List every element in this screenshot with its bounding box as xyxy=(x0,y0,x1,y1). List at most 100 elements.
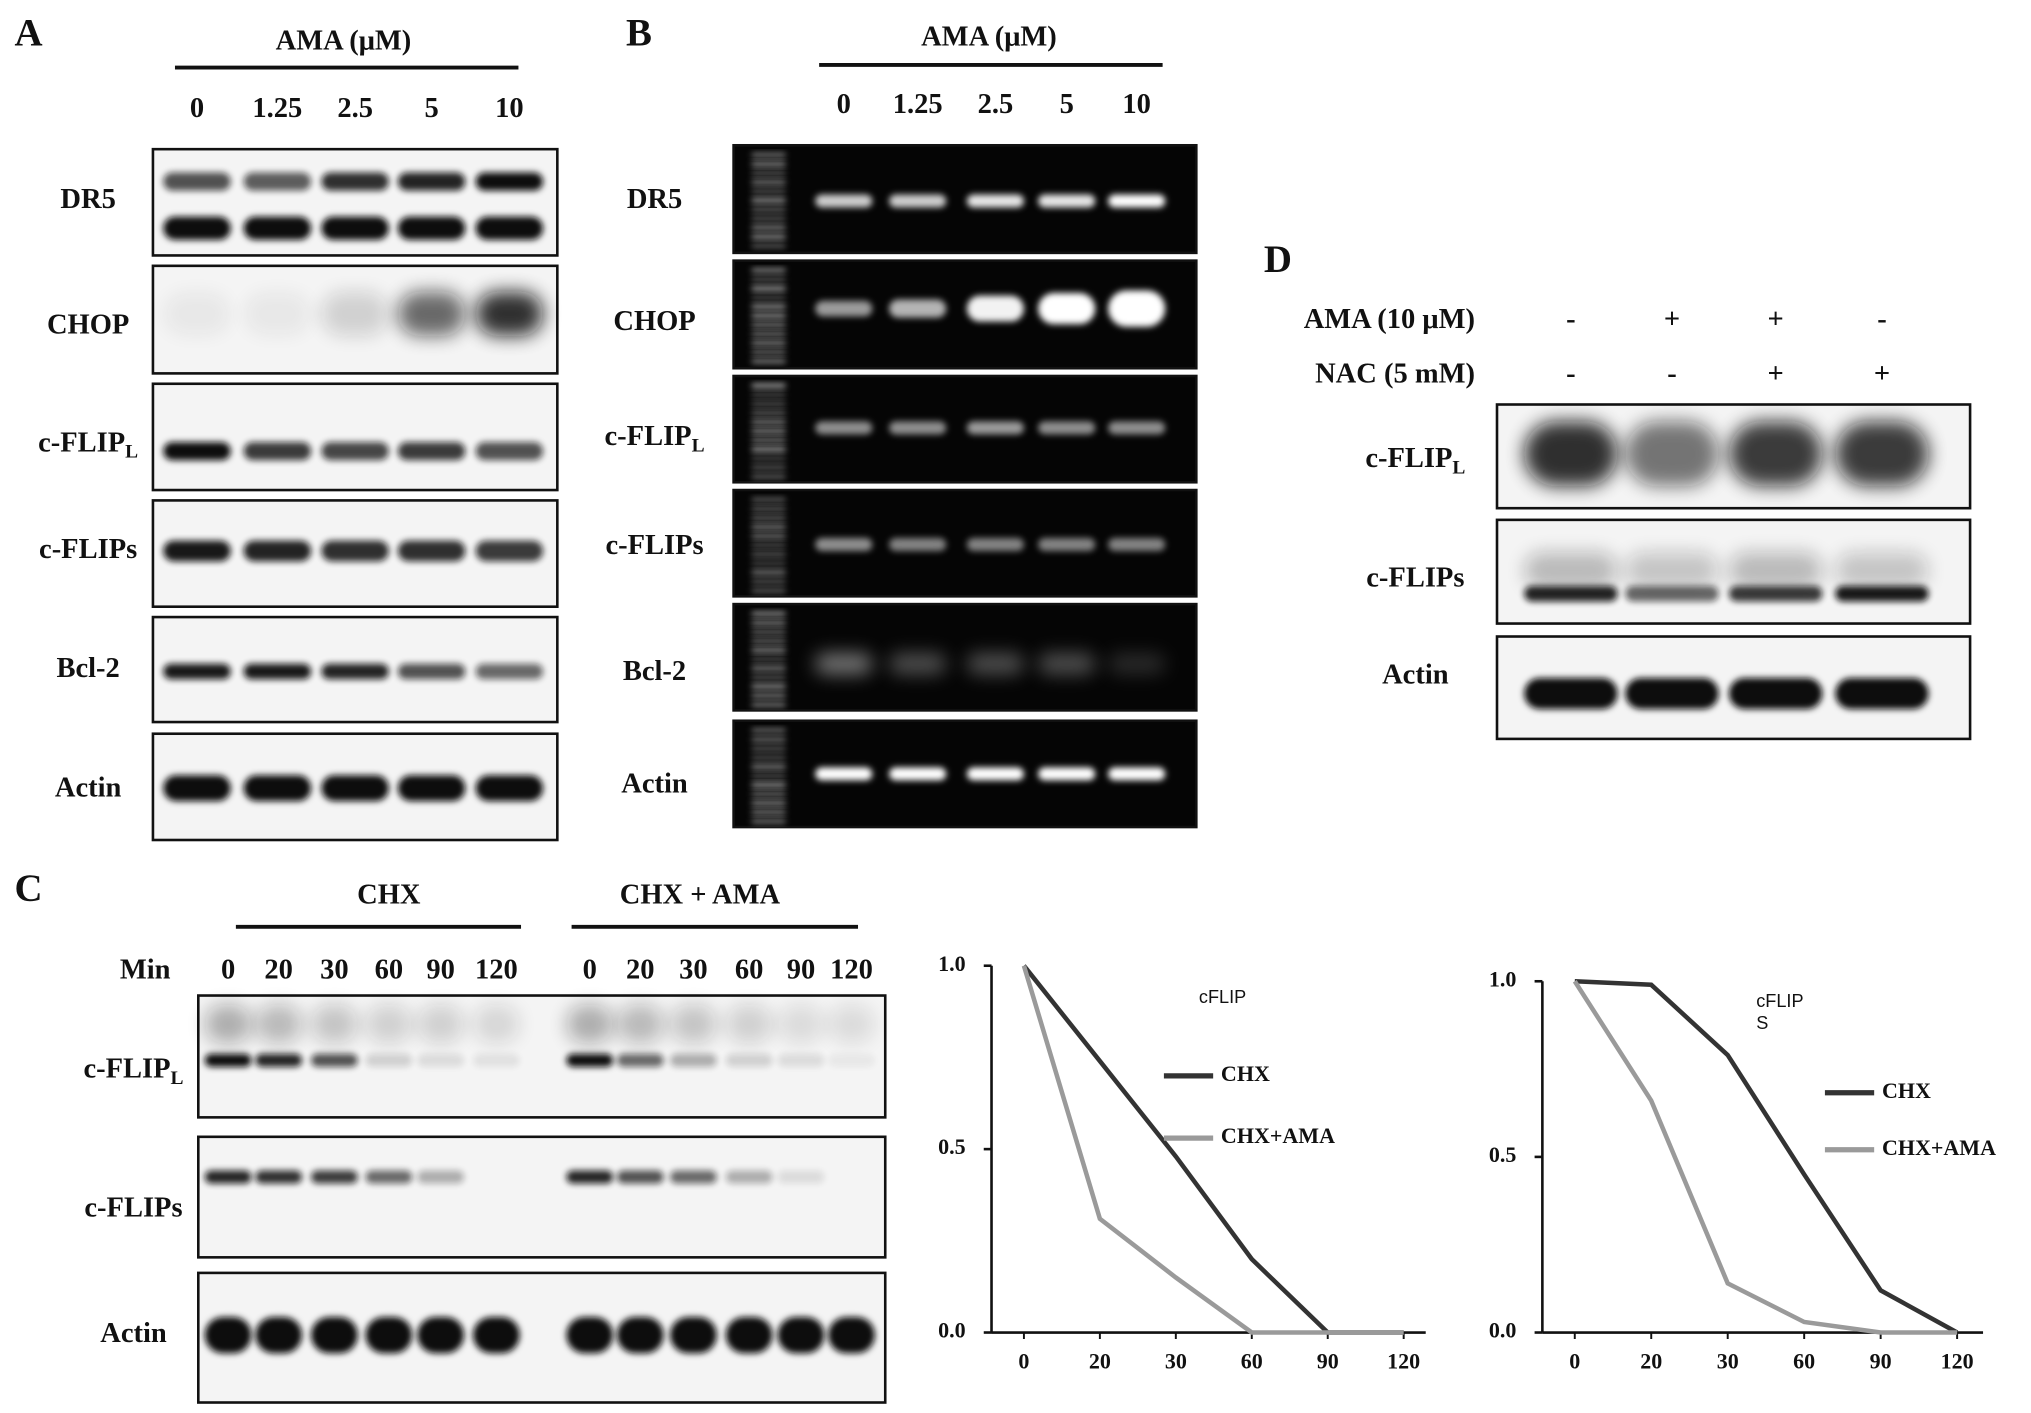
ladder-band xyxy=(752,171,786,175)
band xyxy=(1038,767,1095,780)
row-label-text: c-FLIPs xyxy=(39,534,137,565)
ladder-band xyxy=(752,474,786,478)
ladder-band xyxy=(752,217,786,221)
x-tick-label: 90 xyxy=(1317,1349,1339,1374)
band xyxy=(726,1054,773,1067)
band xyxy=(476,442,543,460)
row-label-text: CHOP xyxy=(613,305,695,336)
band xyxy=(321,173,388,191)
row-label-text: c-FLIPs xyxy=(605,530,703,561)
ladder-band xyxy=(752,729,786,733)
series-line xyxy=(1024,966,1404,1333)
band xyxy=(398,541,465,562)
band xyxy=(1729,678,1822,709)
ladder-band xyxy=(752,783,786,787)
ladder-band xyxy=(752,756,786,760)
ladder-band xyxy=(752,287,786,291)
band xyxy=(321,442,388,460)
ladder-band xyxy=(752,350,786,354)
band xyxy=(1625,552,1718,588)
x-tick-label: 0 xyxy=(1018,1349,1029,1374)
lane-label: 0 xyxy=(837,89,851,120)
x-tick-label: 30 xyxy=(1165,1349,1187,1374)
y-tick-label: 1.0 xyxy=(938,951,966,976)
row-label: c-FLIPL xyxy=(605,421,705,457)
band xyxy=(476,292,543,336)
band xyxy=(828,1054,875,1067)
band xyxy=(244,541,311,562)
band xyxy=(1835,552,1928,588)
y-tick-label: 1.0 xyxy=(1489,966,1517,991)
row-label-text: c-FLIP xyxy=(1365,443,1452,474)
band xyxy=(244,664,311,680)
lane-label: 10 xyxy=(1122,89,1151,120)
band xyxy=(311,1171,358,1184)
band xyxy=(828,1005,875,1044)
ladder-band xyxy=(752,226,786,230)
y-tick-label: 0.5 xyxy=(1489,1142,1517,1167)
sign: - xyxy=(1566,304,1575,335)
ladder-band xyxy=(752,765,786,769)
group-label: CHX + AMA xyxy=(620,880,781,911)
band xyxy=(321,292,388,336)
band xyxy=(1108,767,1165,780)
row-label-text: CHOP xyxy=(47,309,129,340)
panel-label: D xyxy=(1264,238,1292,281)
x-tick-label: 20 xyxy=(1089,1349,1111,1374)
ladder-band xyxy=(752,323,786,327)
lane-label: 20 xyxy=(626,955,655,986)
band xyxy=(889,538,946,551)
band xyxy=(163,442,230,460)
ladder-band xyxy=(752,429,786,433)
ladder-band xyxy=(752,447,786,451)
sign: - xyxy=(1566,359,1575,390)
band xyxy=(1524,421,1617,486)
chart-title: cFLIP xyxy=(1199,987,1246,1007)
lane-label: 30 xyxy=(320,955,348,986)
band xyxy=(1729,586,1822,602)
band xyxy=(778,1171,825,1184)
band xyxy=(617,1317,664,1353)
band xyxy=(163,292,230,336)
ladder-band xyxy=(752,314,786,318)
band xyxy=(244,217,311,240)
band xyxy=(815,538,872,551)
lane-label: 30 xyxy=(679,955,708,986)
band xyxy=(1038,195,1095,208)
band xyxy=(617,1005,664,1044)
lane-label: 0 xyxy=(583,955,597,986)
header: AMA (μM) xyxy=(921,22,1057,53)
ladder-band xyxy=(752,774,786,778)
band xyxy=(476,173,543,191)
band xyxy=(163,541,230,562)
band xyxy=(244,292,311,336)
ladder-band xyxy=(752,525,786,529)
ladder-band xyxy=(752,561,786,565)
lane-label: 20 xyxy=(264,955,293,986)
band xyxy=(321,664,388,680)
band xyxy=(566,1054,613,1067)
band xyxy=(815,653,872,674)
band xyxy=(398,292,465,336)
band xyxy=(670,1054,717,1067)
band xyxy=(566,1005,613,1044)
band xyxy=(321,775,388,801)
band xyxy=(473,1317,520,1353)
band xyxy=(815,767,872,780)
row-label-text: c-FLIP xyxy=(38,427,125,458)
band xyxy=(163,217,230,240)
band xyxy=(967,653,1024,674)
band xyxy=(398,217,465,240)
sign: + xyxy=(1874,359,1890,390)
row-label: Bcl-2 xyxy=(623,655,686,686)
panel-label: B xyxy=(626,11,652,54)
band xyxy=(726,1005,773,1044)
band xyxy=(889,653,946,674)
row-label: c-FLIPs xyxy=(39,534,137,565)
ladder-band xyxy=(752,207,786,211)
band xyxy=(205,1171,252,1184)
band xyxy=(778,1005,825,1044)
band xyxy=(311,1054,358,1067)
band xyxy=(398,173,465,191)
x-tick-label: 60 xyxy=(1793,1349,1815,1374)
